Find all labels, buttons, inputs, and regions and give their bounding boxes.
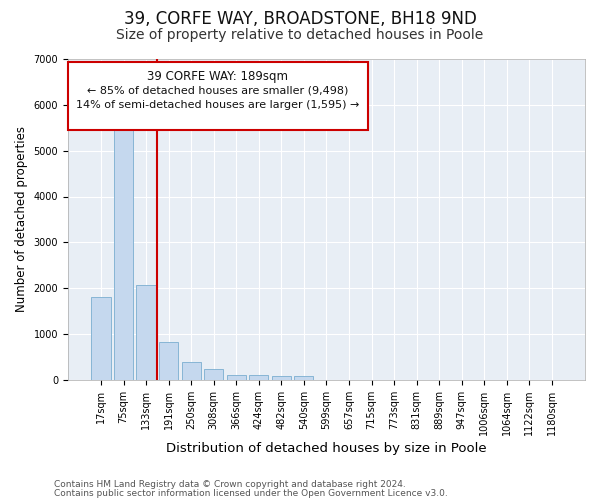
Text: Contains public sector information licensed under the Open Government Licence v3: Contains public sector information licen… (54, 488, 448, 498)
Bar (204, 370, 223, 380)
FancyBboxPatch shape (68, 62, 368, 130)
Bar (136, 286, 155, 380)
Y-axis label: Number of detached properties: Number of detached properties (15, 126, 28, 312)
X-axis label: Distribution of detached houses by size in Poole: Distribution of detached houses by size … (166, 442, 487, 455)
Bar (91, 298, 110, 380)
Text: Size of property relative to detached houses in Poole: Size of property relative to detached ho… (116, 28, 484, 42)
Bar (182, 362, 201, 380)
Bar (249, 374, 268, 380)
Text: 14% of semi-detached houses are larger (1,595) →: 14% of semi-detached houses are larger (… (76, 100, 359, 110)
Text: 39 CORFE WAY: 189sqm: 39 CORFE WAY: 189sqm (148, 70, 289, 83)
Text: Contains HM Land Registry data © Crown copyright and database right 2024.: Contains HM Land Registry data © Crown c… (54, 480, 406, 489)
Bar (272, 376, 291, 380)
Text: 39, CORFE WAY, BROADSTONE, BH18 9ND: 39, CORFE WAY, BROADSTONE, BH18 9ND (124, 10, 476, 28)
Text: ← 85% of detached houses are smaller (9,498): ← 85% of detached houses are smaller (9,… (87, 86, 349, 96)
Bar (227, 374, 246, 380)
Bar (114, 115, 133, 380)
Bar (159, 342, 178, 380)
Bar (295, 376, 313, 380)
